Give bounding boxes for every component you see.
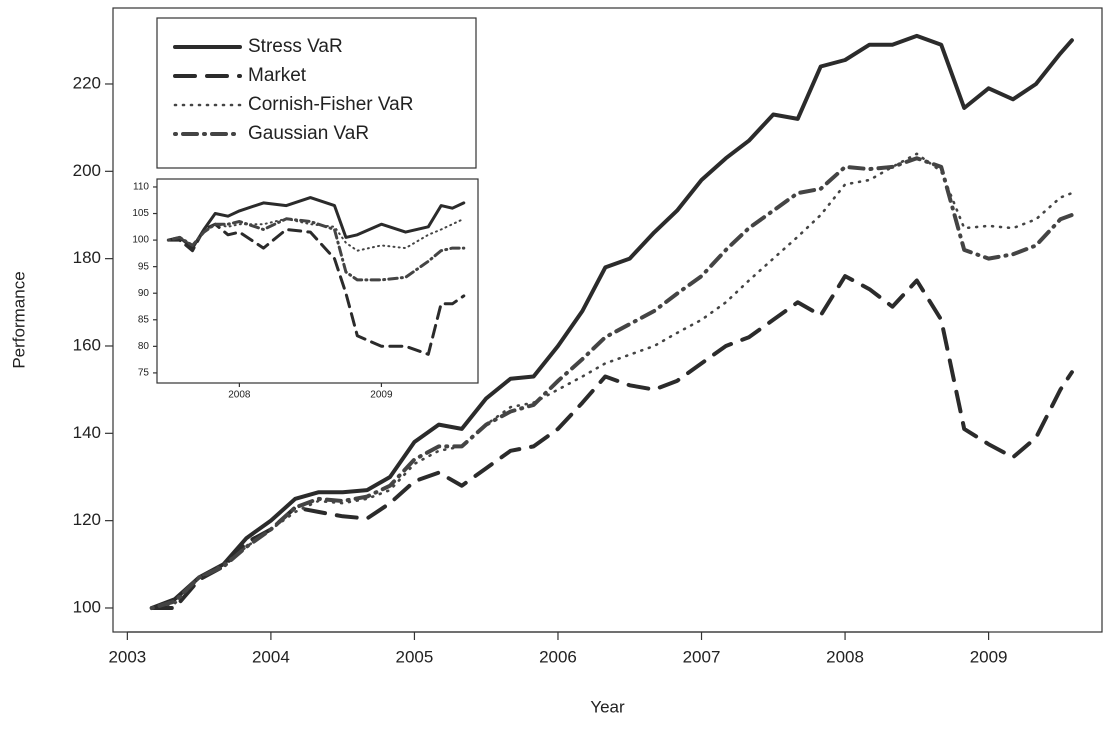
inset-background	[157, 179, 478, 383]
x-tick-label: 2003	[108, 647, 146, 666]
y-axis-label: Performance	[9, 271, 28, 368]
y-tick-label: 110	[133, 182, 149, 193]
plot-frame	[112, 7, 1103, 633]
series-line	[149, 156, 1074, 610]
x-tick-label: 2007	[683, 647, 721, 666]
y-tick-label: 100	[73, 597, 101, 616]
y-tick-label: 180	[73, 248, 101, 267]
plot-frame	[156, 178, 479, 384]
legend-label: Cornish-Fisher VaR	[248, 94, 413, 115]
series-line	[166, 196, 466, 250]
y-tick-label: 85	[138, 314, 150, 325]
x-tick-label: 2004	[252, 647, 290, 666]
x-tick-label: 2008	[826, 647, 864, 666]
y-tick-label: 95	[138, 261, 150, 272]
legend-box	[156, 17, 477, 169]
y-tick-label: 90	[138, 288, 150, 299]
legend-label: Gaussian VaR	[248, 123, 369, 144]
y-tick-label: 80	[138, 341, 150, 352]
x-axis-label: Year	[590, 697, 625, 716]
x-tick-label: 2008	[228, 390, 251, 401]
x-tick-label: 2006	[539, 647, 577, 666]
y-tick-label: 100	[132, 235, 149, 246]
series-line	[166, 222, 466, 356]
series-line	[149, 274, 1074, 610]
y-tick-label: 140	[73, 423, 101, 442]
x-tick-label: 2005	[396, 647, 434, 666]
y-tick-label: 120	[73, 510, 101, 529]
y-tick-label: 105	[132, 208, 149, 219]
y-tick-label: 75	[138, 368, 150, 379]
legend-label: Market	[248, 65, 307, 86]
series-line	[149, 33, 1074, 610]
y-tick-label: 160	[73, 335, 101, 354]
series-line	[166, 217, 466, 282]
x-tick-label: 2009	[370, 390, 393, 401]
legend-label: Stress VaR	[248, 36, 343, 57]
x-tick-label: 2009	[970, 647, 1008, 666]
y-tick-label: 200	[73, 161, 101, 180]
y-tick-label: 220	[73, 73, 101, 92]
